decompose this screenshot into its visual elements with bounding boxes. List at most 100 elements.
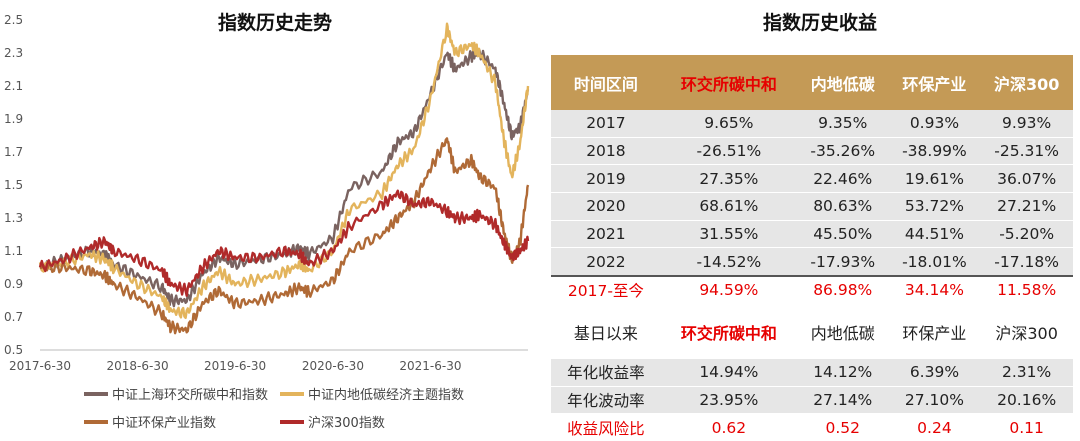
annualized-stats: 基日以来 环交所碳中和 内地低碳 环保产业 沪深300 年化收益率 14.94% 1… <box>551 304 1073 441</box>
cell: 6.39% <box>888 358 981 387</box>
table-title: 指数历史收益 <box>762 12 877 34</box>
header-carbon-neutral: 环交所碳中和 <box>660 55 797 110</box>
cell: 年化波动率 <box>551 386 661 415</box>
x-tick-label: 2019-6-30 <box>204 359 266 373</box>
cell: 45.50% <box>796 220 889 249</box>
cell: 23.95% <box>660 386 797 415</box>
table-row: 2022 -14.52% -17.93% -18.01% -17.18% <box>551 247 1073 277</box>
x-tick-label: 2021-6-30 <box>399 359 461 373</box>
legend-swatch <box>280 391 304 396</box>
sub-header-env-industry: 环保产业 <box>902 323 967 343</box>
cell: -25.31% <box>980 137 1073 166</box>
cell: 2021 <box>551 220 661 249</box>
cell: 80.63% <box>796 192 889 221</box>
cell: -14.52% <box>660 247 797 277</box>
y-tick-label: 1.3 <box>4 211 23 225</box>
x-tick-label: 2018-6-30 <box>106 359 168 373</box>
legend-item: 中证环保产业指数 <box>84 412 216 431</box>
cell: 20.16% <box>980 386 1073 415</box>
sub-header-low-carbon: 内地低碳 <box>810 323 875 343</box>
y-tick-label: 2.5 <box>4 13 23 27</box>
cell: 9.93% <box>980 110 1073 138</box>
cell: 27.10% <box>888 386 981 415</box>
y-tick-label: 2.1 <box>4 79 23 93</box>
cell: 9.65% <box>660 110 797 138</box>
legend-label: 中证环保产业指数 <box>112 416 217 431</box>
sub-header-carbon-neutral: 环交所碳中和 <box>680 323 777 343</box>
cell: 2.31% <box>980 358 1073 387</box>
cell: 53.72% <box>888 192 981 221</box>
cell: 27.35% <box>660 164 797 194</box>
cell: 0.62 <box>660 413 797 441</box>
cell: 9.35% <box>796 110 889 138</box>
table-row: 2020 68.61% 80.63% 53.72% 27.21% <box>551 192 1073 221</box>
legend-swatch <box>84 391 108 396</box>
y-axis: 2.5 2.3 2.1 1.9 1.7 1.5 1.3 1.1 0.9 0.7 0.5 <box>4 13 23 357</box>
cell: 11.58% <box>980 275 1073 305</box>
chart-title: 指数历史走势 <box>217 12 332 34</box>
cell: 14.94% <box>660 358 797 387</box>
y-tick-label: 1.7 <box>4 145 23 159</box>
cell: 0.24 <box>888 413 981 441</box>
cell: 36.07% <box>980 164 1073 194</box>
legend-label: 中证上海环交所碳中和指数 <box>112 388 269 403</box>
cell: 22.46% <box>796 164 889 194</box>
cell: 2019 <box>551 164 661 194</box>
cell: 86.98% <box>796 275 889 305</box>
table-row: 2019 27.35% 22.46% 19.61% 36.07% <box>551 164 1073 194</box>
x-tick-label: 2017-6-30 <box>9 359 71 373</box>
cell: 44.51% <box>888 220 981 249</box>
cell: 68.61% <box>660 192 797 221</box>
cell: -17.93% <box>796 247 889 277</box>
cell: 94.59% <box>660 275 797 305</box>
series-line <box>38 189 530 297</box>
header-period: 时间区间 <box>551 55 661 110</box>
cell: 0.93% <box>888 110 981 138</box>
y-tick-label: 2.3 <box>4 46 23 60</box>
y-tick-label: 0.5 <box>4 343 23 357</box>
total-row: 2017-至今 94.59% 86.98% 34.14% 11.58% <box>551 275 1073 305</box>
y-tick-label: 1.1 <box>4 244 23 258</box>
cell: 31.55% <box>660 220 797 249</box>
legend-label: 沪深300指数 <box>308 416 385 431</box>
header-csi300: 沪深300 <box>980 55 1073 110</box>
table-header-row: 时间区间 环交所碳中和 内地低碳 环保产业 沪深300 <box>551 55 1073 110</box>
cell: 2020 <box>551 192 661 221</box>
cell: 2018 <box>551 137 661 166</box>
y-tick-label: 0.7 <box>4 310 23 324</box>
cell: 0.11 <box>980 413 1073 441</box>
cell: 0.52 <box>796 413 889 441</box>
chart-lines <box>38 22 530 335</box>
cell: 2017-至今 <box>551 275 661 305</box>
cell: 年化收益率 <box>551 358 661 387</box>
cell: 2022 <box>551 247 661 277</box>
table-row: 2021 31.55% 45.50% 44.51% -5.20% <box>551 220 1073 249</box>
cell: 27.14% <box>796 386 889 415</box>
table-row: 收益风险比 0.62 0.52 0.24 0.11 <box>551 413 1073 441</box>
legend-item: 沪深300指数 <box>280 412 385 431</box>
x-tick-label: 2020-6-30 <box>302 359 364 373</box>
series-line <box>39 137 530 335</box>
cell: 34.14% <box>888 275 981 305</box>
sub-header-since-base: 基日以来 <box>573 323 638 343</box>
yearly-returns: 2017 9.65% 9.35% 0.93% 9.93% 2018 -26.51% -35.… <box>551 110 1073 305</box>
cell: 27.21% <box>980 192 1073 221</box>
table-row: 年化收益率 14.94% 14.12% 6.39% 2.31% <box>551 358 1073 387</box>
cell: -18.01% <box>888 247 981 277</box>
y-tick-label: 1.9 <box>4 112 23 126</box>
sub-header-row: 基日以来 环交所碳中和 内地低碳 环保产业 沪深300 <box>551 304 1073 359</box>
sub-header-csi300: 沪深300 <box>995 323 1058 343</box>
legend-swatch <box>84 419 108 424</box>
header-env-industry: 环保产业 <box>888 55 981 110</box>
returns-table: 时间区间 环交所碳中和 内地低碳 环保产业 沪深300 2017 9.65% 9.3… <box>551 55 1073 441</box>
cell: 2017 <box>551 110 661 138</box>
header-low-carbon: 内地低碳 <box>796 55 889 110</box>
cell: -17.18% <box>980 247 1073 277</box>
cell: -26.51% <box>660 137 797 166</box>
table-row: 年化波动率 23.95% 27.14% 27.10% 20.16% <box>551 386 1073 415</box>
cell: -38.99% <box>888 137 981 166</box>
legend-label: 中证内地低碳经济主题指数 <box>308 388 465 403</box>
series-line <box>38 22 530 320</box>
cell: -5.20% <box>980 220 1073 249</box>
legend-item: 中证内地低碳经济主题指数 <box>280 384 464 403</box>
